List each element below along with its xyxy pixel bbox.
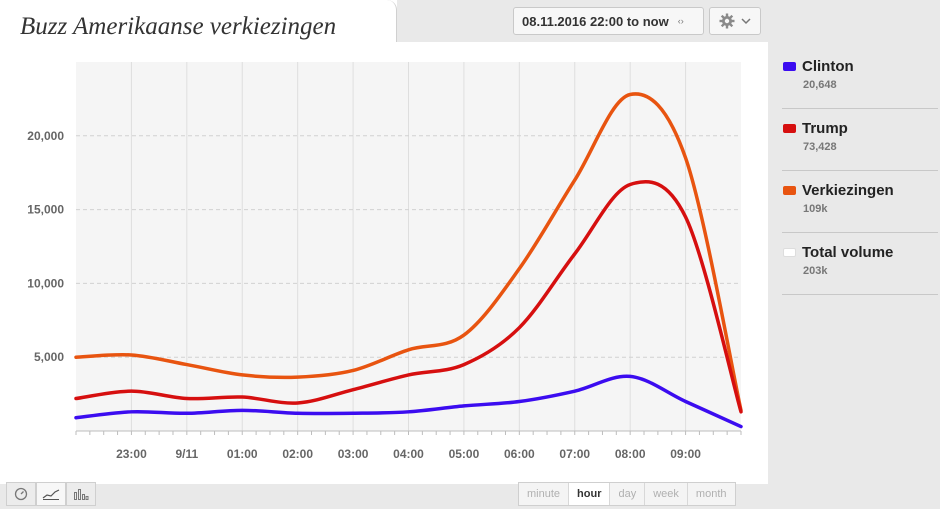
legend-swatch — [783, 62, 796, 71]
x-tick-label: 05:00 — [449, 447, 480, 461]
y-tick-label: 5,000 — [34, 350, 64, 364]
x-tick-label: 01:00 — [227, 447, 258, 461]
line-view-button[interactable] — [36, 482, 66, 506]
legend-label: Verkiezingen — [802, 182, 894, 199]
chart-legend: Clinton 20,648 Trump 73,428 Verkiezingen… — [782, 48, 938, 296]
chart-title: Buzz Amerikaanse verkiezingen — [20, 13, 337, 40]
line-chart: 5,000 10,000 15,000 20,000 23:00 9/11 01:00 02… — [27, 62, 743, 461]
legend-label: Trump — [802, 120, 848, 137]
y-tick-label: 10,000 — [27, 276, 64, 290]
clock-icon — [14, 487, 28, 501]
x-tick-label: 06:00 — [504, 447, 535, 461]
legend-item-clinton[interactable]: Clinton 20,648 — [782, 48, 938, 109]
granularity-month[interactable]: month — [695, 488, 727, 500]
legend-item-trump[interactable]: Trump 73,428 — [782, 110, 938, 171]
legend-count: 109k — [803, 203, 828, 215]
legend-count: 73,428 — [803, 141, 837, 153]
legend-swatch — [783, 248, 796, 257]
date-range-label: 08.11.2016 22:00 to now — [522, 13, 669, 29]
legend-label: Total volume — [802, 244, 894, 261]
clock-view-button[interactable] — [6, 482, 36, 506]
area-chart-icon — [42, 489, 60, 500]
x-tick-label: 23:00 — [116, 447, 147, 461]
chart-view-switcher — [6, 482, 96, 506]
legend-item-verkiezingen[interactable]: Verkiezingen 109k — [782, 172, 938, 233]
x-tick-label: 9/11 — [175, 447, 198, 461]
x-tick-label: 02:00 — [282, 447, 313, 461]
date-range-arrows-icon: ‹› — [677, 16, 684, 26]
legend-label: Clinton — [802, 58, 854, 75]
series-line-clinton[interactable] — [74, 374, 743, 429]
bar-chart-icon — [74, 489, 89, 500]
granularity-minute[interactable]: minute — [519, 483, 570, 505]
granularity-hour[interactable]: hour — [569, 483, 611, 505]
granularity-week[interactable]: week — [645, 483, 688, 505]
chevron-down-icon — [741, 17, 751, 24]
legend-count: 203k — [803, 265, 828, 277]
x-tick-label: 09:00 — [670, 447, 701, 461]
legend-count: 20,648 — [803, 79, 837, 91]
y-tick-label: 15,000 — [27, 203, 64, 217]
granularity-day[interactable]: day — [610, 483, 646, 505]
legend-swatch — [783, 124, 796, 133]
settings-button[interactable] — [709, 7, 761, 35]
x-tick-label: 08:00 — [615, 447, 646, 461]
bar-view-button[interactable] — [66, 482, 96, 506]
legend-swatch — [783, 186, 796, 195]
x-tick-label: 03:00 — [338, 447, 369, 461]
x-tick-label: 04:00 — [393, 447, 424, 461]
y-tick-label: 20,000 — [27, 129, 64, 143]
series-line-verkiezingen[interactable] — [74, 92, 743, 413]
granularity-selector: minute hour day week month — [518, 482, 736, 506]
date-range-picker[interactable]: 08.11.2016 22:00 to now ‹› — [513, 7, 704, 35]
series-line-trump[interactable] — [74, 180, 743, 414]
legend-item-total-volume[interactable]: Total volume 203k — [782, 234, 938, 295]
title-tab: Buzz Amerikaanse verkiezingen — [0, 0, 397, 42]
x-tick-label: 07:00 — [559, 447, 590, 461]
gear-icon — [719, 13, 735, 29]
